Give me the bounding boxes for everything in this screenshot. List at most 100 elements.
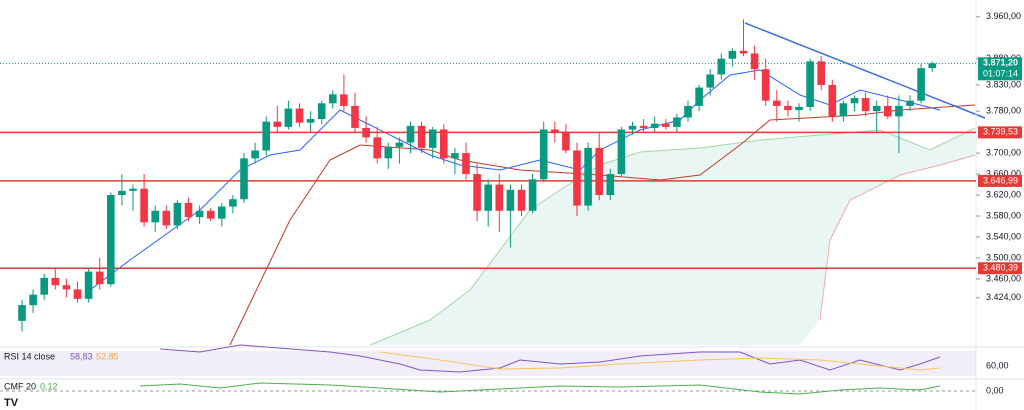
candle-body	[51, 277, 60, 286]
candle-body	[73, 289, 82, 299]
candle-body	[273, 121, 282, 127]
candle-body	[118, 190, 126, 196]
candle-body	[306, 119, 315, 123]
last-price-label: 3.871,20	[983, 58, 1018, 68]
candle-body	[473, 174, 481, 211]
rsi-value: 58,83	[70, 351, 93, 361]
candle-body	[428, 129, 437, 148]
candle-body	[761, 69, 770, 101]
y-tick-label: 3.780,00	[986, 106, 1021, 116]
candle-body	[129, 188, 137, 191]
candle-body	[251, 150, 259, 159]
candle-body	[218, 206, 226, 219]
candle-body	[528, 179, 537, 211]
candle-body	[262, 121, 270, 151]
cmf-value: 0,12	[40, 381, 58, 391]
candle-body	[517, 189, 526, 211]
candle-body	[928, 63, 936, 69]
y-tick-label: 3.700,00	[986, 147, 1021, 157]
candle-body	[562, 132, 570, 151]
candle-body	[684, 105, 692, 118]
candle-body	[773, 100, 781, 106]
candle-body	[495, 184, 504, 211]
candle-body	[229, 199, 237, 207]
candle-body	[284, 108, 293, 127]
logo: TV	[4, 397, 19, 409]
cmf-title: CMF 20	[4, 381, 36, 391]
candle-body	[162, 210, 171, 226]
y-tick-label: 3.620,00	[986, 189, 1021, 199]
y-tick-label: 3.830,00	[986, 79, 1021, 89]
rsi-band	[0, 351, 976, 376]
candle-body	[206, 210, 215, 219]
candle-body	[95, 271, 104, 285]
y-tick-label: 3.960,00	[986, 11, 1021, 21]
candle-body	[173, 202, 182, 226]
candle-body	[839, 103, 848, 117]
candle-body	[395, 142, 404, 147]
candle-body	[29, 294, 37, 306]
candle-body	[462, 153, 470, 175]
level-label-box	[978, 126, 1022, 139]
candle-body	[895, 105, 903, 117]
candle-body	[539, 129, 548, 180]
candle-body	[151, 210, 159, 223]
candle-body	[84, 271, 93, 299]
candle-body	[673, 117, 681, 127]
candle-body	[606, 174, 615, 196]
candle-body	[184, 202, 193, 218]
candle-body	[18, 305, 26, 321]
candle-body	[884, 105, 892, 117]
trendline	[744, 22, 986, 119]
countdown: 01:07:14	[983, 69, 1018, 79]
candle-body	[107, 195, 115, 285]
candle-body	[628, 125, 637, 130]
candle-body	[584, 147, 592, 206]
candle-body	[40, 277, 48, 295]
candle-body	[784, 105, 792, 111]
y-tick-label: 3.580,00	[986, 210, 1021, 220]
candle-body	[750, 53, 759, 70]
rsi-line	[159, 344, 941, 373]
candle-body	[440, 129, 448, 159]
candle-body	[795, 106, 803, 111]
candle-body	[650, 123, 659, 128]
candle-body	[639, 125, 648, 128]
candle-body	[195, 210, 204, 218]
candle-body	[340, 94, 348, 106]
rsi-tick: 60,00	[986, 360, 1009, 370]
y-tick-label: 3.424,00	[986, 292, 1021, 302]
level-label-box	[978, 262, 1022, 275]
rsi-average-value: 52,85	[96, 351, 119, 361]
candle-body	[373, 137, 381, 159]
level-label: 3.480,39	[983, 263, 1018, 273]
candle-body	[295, 108, 304, 123]
candle-body	[384, 146, 393, 159]
y-tick-label: 3.660,00	[986, 168, 1021, 178]
cloud-edge	[819, 154, 976, 321]
level-label-box	[978, 174, 1022, 187]
candle-body	[351, 105, 359, 128]
candle-body	[717, 58, 726, 75]
candle-body	[828, 84, 837, 117]
candle-body	[140, 188, 148, 223]
candle-body	[417, 125, 426, 148]
candle-body	[861, 98, 870, 112]
rsi-title: RSI 14 close	[4, 351, 55, 361]
last-price-box	[978, 57, 1022, 81]
candle-body	[240, 158, 248, 200]
rsi-average	[379, 351, 941, 371]
candle-body	[817, 61, 825, 85]
candle-body	[62, 285, 71, 290]
candle-body	[484, 184, 492, 211]
candle-body	[662, 123, 670, 127]
y-tick-label: 3.500,00	[986, 252, 1021, 262]
candle-body	[739, 50, 748, 54]
candle-body	[850, 98, 859, 104]
candle-body	[806, 61, 814, 107]
candle-body	[595, 147, 603, 196]
candle-body	[573, 150, 581, 206]
candle-body	[906, 100, 914, 106]
candle-body	[695, 87, 703, 106]
